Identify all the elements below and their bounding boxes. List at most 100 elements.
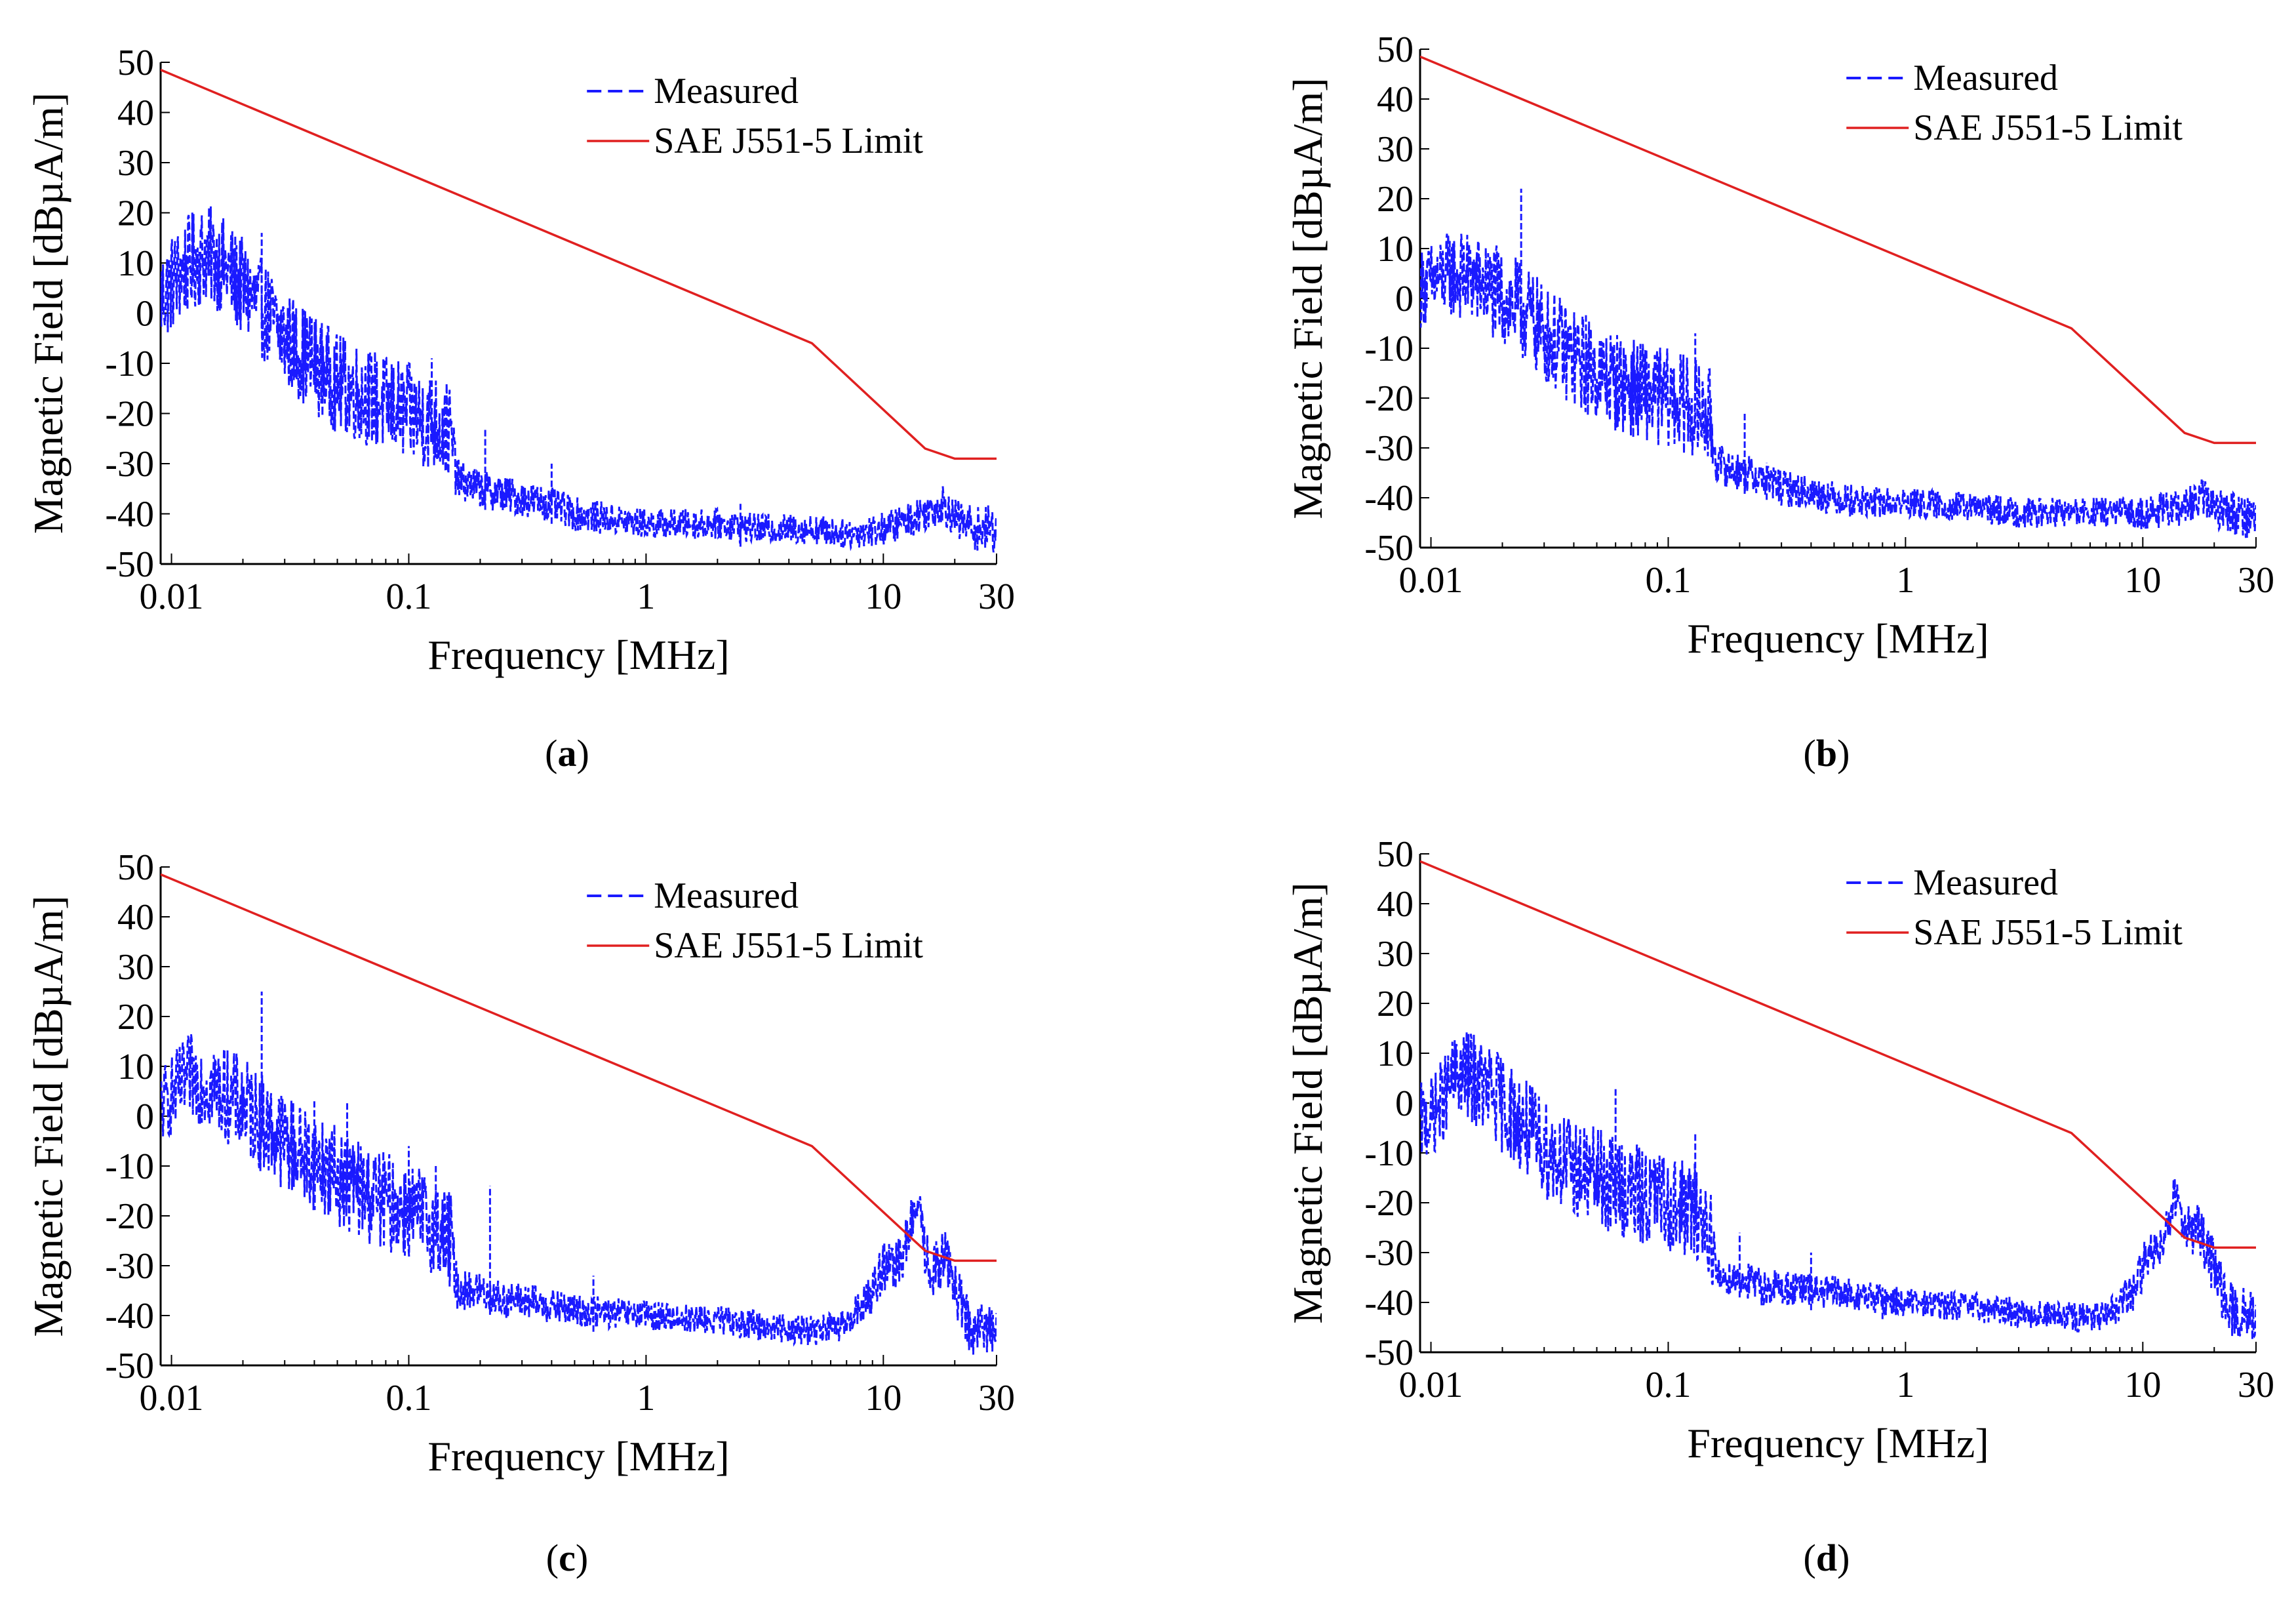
series-measured-line — [161, 206, 997, 553]
y-axis-title: Magnetic Field [dBµA/m] — [1284, 77, 1331, 519]
y-tick-label: -50 — [105, 1346, 154, 1386]
y-tick-label: -40 — [105, 1296, 154, 1337]
x-tick-label: 0.1 — [386, 576, 431, 617]
x-tick-label: 0.01 — [1399, 1365, 1463, 1405]
x-tick-label: 10 — [865, 576, 901, 617]
y-tick-label: 30 — [117, 947, 154, 988]
x-tick-label: 10 — [2124, 560, 2161, 601]
y-axis-title: Magnetic Field [dBµA/m] — [25, 895, 71, 1337]
x-tick-label: 1 — [1896, 560, 1914, 601]
y-tick-label: -20 — [1364, 378, 1414, 419]
series-measured-line — [161, 1034, 997, 1355]
y-tick-label: -50 — [1364, 1333, 1414, 1373]
panel-label-a: (a) — [545, 732, 589, 775]
legend-label-measured: Measured — [654, 875, 799, 916]
x-tick-label: 0.1 — [386, 1378, 431, 1419]
plot-area — [1420, 55, 2256, 538]
panel-label-c: (c) — [545, 1537, 589, 1579]
x-tick-label: 30 — [2238, 560, 2274, 601]
chart-b-svg: -50 -40 -30 -20 -10 0 10 20 30 40 50 0.01 0.1 1 10 30 Fr… — [1284, 30, 2274, 662]
y-axis-title: Magnetic Field [dBµA/m] — [1284, 882, 1331, 1323]
plot-area — [1420, 860, 2256, 1340]
y-tick-label: 30 — [1377, 934, 1414, 975]
series-limit-line — [161, 68, 997, 460]
y-tick-label: -30 — [1364, 1233, 1414, 1274]
legend-label-limit: SAE J551-5 Limit — [654, 121, 923, 161]
chart-panel-c: -50 -40 -30 -20 -10 0 10 20 30 40 50 0.01 0.1 1 10 30 Fr… — [0, 805, 1148, 1609]
y-tick-label: 20 — [117, 193, 154, 234]
x-axis-title: Frequency [MHz] — [1687, 1420, 1989, 1466]
y-tick-label: 0 — [136, 294, 154, 334]
x-tick-label: 30 — [978, 576, 1015, 617]
x-tick-label: 30 — [978, 1378, 1015, 1419]
y-tick-label: 40 — [1377, 884, 1414, 925]
plot-area — [161, 68, 997, 553]
y-tick-label: 20 — [117, 997, 154, 1037]
y-tick-label: 10 — [117, 243, 154, 284]
x-tick-label: 0.01 — [140, 1378, 204, 1419]
legend-label-limit: SAE J551-5 Limit — [654, 925, 923, 966]
legend-label-measured: Measured — [654, 71, 799, 111]
y-tick-label: 30 — [117, 143, 154, 184]
x-tick-label: 10 — [865, 1378, 901, 1419]
y-tick-label: 50 — [117, 847, 154, 888]
y-tick-label: -20 — [105, 1196, 154, 1237]
y-tick-label: -50 — [1364, 528, 1414, 569]
series-limit-line — [1420, 860, 2256, 1249]
panel-label-b: (b) — [1803, 732, 1850, 775]
legend-label-limit: SAE J551-5 Limit — [1913, 108, 2183, 148]
y-tick-label: 50 — [117, 43, 154, 83]
y-tick-label: -10 — [105, 344, 154, 384]
x-axis-title: Frequency [MHz] — [427, 632, 729, 678]
y-tick-label: 20 — [1377, 984, 1414, 1024]
x-tick-label: 0.1 — [1645, 1365, 1691, 1405]
y-tick-label: -40 — [105, 494, 154, 535]
chart-panel-b: -50 -40 -30 -20 -10 0 10 20 30 40 50 0.01 0.1 1 10 30 Fr… — [1148, 0, 2296, 805]
series-limit-line — [161, 873, 997, 1262]
y-tick-label: -30 — [1364, 428, 1414, 469]
y-tick-label: -10 — [1364, 1133, 1414, 1174]
panel-label-d: (d) — [1803, 1537, 1850, 1579]
chart-d-svg: -50 -40 -30 -20 -10 0 10 20 30 40 50 0.01 0.1 1 10 30 Fr… — [1284, 834, 2274, 1466]
x-tick-label: 0.01 — [1399, 560, 1463, 601]
y-tick-label: 10 — [117, 1047, 154, 1087]
legend-label-measured: Measured — [1913, 58, 2058, 98]
x-axis-title: Frequency [MHz] — [427, 1433, 729, 1479]
x-tick-label: 1 — [637, 1378, 655, 1419]
y-tick-label: 40 — [1377, 79, 1414, 120]
series-measured-line — [1420, 233, 2256, 538]
y-tick-label: -20 — [105, 394, 154, 435]
legend-label-measured: Measured — [1913, 862, 2058, 903]
x-axis-title: Frequency [MHz] — [1687, 615, 1989, 662]
y-tick-label: 10 — [1377, 229, 1414, 270]
x-tick-label: 1 — [1896, 1365, 1914, 1405]
y-axis-title: Magnetic Field [dBµA/m] — [25, 92, 71, 534]
y-tick-label: 40 — [117, 93, 154, 134]
y-tick-label: -30 — [105, 444, 154, 485]
y-tick-label: 30 — [1377, 129, 1414, 170]
y-tick-label: -50 — [105, 544, 154, 585]
y-tick-label: 10 — [1377, 1034, 1414, 1074]
y-tick-label: 0 — [136, 1097, 154, 1137]
x-tick-label: 10 — [2124, 1365, 2161, 1405]
x-tick-label: 30 — [2238, 1365, 2274, 1405]
series-measured-line — [1420, 1031, 2256, 1340]
series-limit-line — [1420, 55, 2256, 445]
chart-panel-a: -50 -40 -30 -20 -10 0 10 20 30 40 50 0.01 0.1 1 10 30 Fr… — [0, 0, 1148, 805]
x-tick-label: 1 — [637, 576, 655, 617]
x-tick-label: 0.01 — [140, 576, 204, 617]
chart-c-svg: -50 -40 -30 -20 -10 0 10 20 30 40 50 0.01 0.1 1 10 30 Fr… — [25, 847, 1015, 1479]
y-tick-label: -30 — [105, 1246, 154, 1287]
y-tick-label: 50 — [1377, 30, 1414, 70]
y-tick-label: 50 — [1377, 834, 1414, 875]
y-tick-label: 0 — [1395, 1083, 1414, 1124]
y-tick-label: -10 — [1364, 329, 1414, 369]
chart-a-svg: -50 -40 -30 -20 -10 0 10 20 30 40 50 0.01 0.1 1 10 30 Fr… — [25, 43, 1015, 678]
x-tick-label: 0.1 — [1645, 560, 1691, 601]
y-tick-label: -40 — [1364, 478, 1414, 519]
plot-area — [161, 873, 997, 1355]
y-tick-label: 0 — [1395, 279, 1414, 319]
y-tick-label: -10 — [105, 1146, 154, 1187]
y-tick-label: 20 — [1377, 179, 1414, 220]
legend-label-limit: SAE J551-5 Limit — [1913, 912, 2183, 953]
